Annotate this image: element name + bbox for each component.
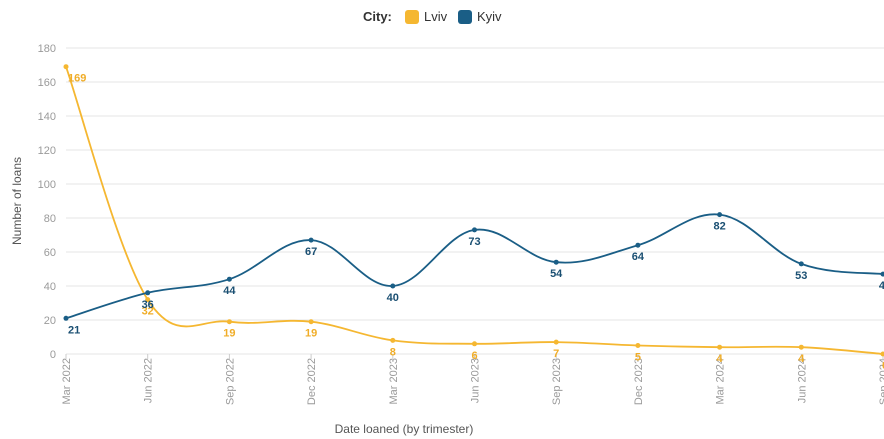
series-lines bbox=[65, 66, 884, 355]
data-labels: 16932191986754402136446740735464825347 bbox=[68, 73, 884, 372]
data-label-lviv: 19 bbox=[223, 328, 235, 340]
data-point-lviv[interactable] bbox=[226, 319, 232, 325]
data-point-lviv[interactable] bbox=[308, 319, 314, 325]
grid bbox=[66, 47, 884, 355]
data-label-kyiv: 82 bbox=[713, 221, 725, 233]
y-tick-label: 0 bbox=[50, 349, 56, 361]
data-label-lviv: 5 bbox=[635, 352, 641, 364]
data-label-lviv: 32 bbox=[142, 306, 154, 318]
data-point-kyiv[interactable] bbox=[226, 276, 232, 282]
data-label-kyiv: 44 bbox=[223, 285, 236, 297]
data-point-kyiv[interactable] bbox=[798, 261, 804, 267]
series-line-lviv[interactable] bbox=[65, 66, 884, 355]
data-point-lviv[interactable] bbox=[635, 343, 641, 348]
legend-label-lviv[interactable]: Lviv bbox=[424, 9, 448, 24]
data-label-kyiv: 21 bbox=[68, 324, 80, 336]
data-point-lviv[interactable] bbox=[798, 344, 804, 350]
data-label-kyiv: 47 bbox=[879, 280, 884, 292]
data-label-lviv: 0 bbox=[882, 360, 884, 372]
y-tick-label: 100 bbox=[38, 179, 56, 191]
data-label-lviv: 19 bbox=[305, 328, 317, 340]
x-tick-label: Jun 2023 bbox=[470, 358, 482, 403]
data-point-kyiv[interactable] bbox=[390, 283, 396, 289]
data-label-lviv: 169 bbox=[68, 73, 86, 85]
data-point-kyiv[interactable] bbox=[145, 290, 151, 296]
x-axis-title: Date loaned (by trimester) bbox=[335, 422, 474, 436]
legend-swatch-lviv[interactable] bbox=[405, 10, 419, 24]
legend-swatch-kyiv[interactable] bbox=[458, 10, 472, 24]
x-tick-label: Sep 2022 bbox=[224, 358, 236, 405]
x-tick-label: Sep 2024 bbox=[878, 358, 884, 405]
x-tick-label: Jun 2022 bbox=[143, 358, 155, 403]
y-tick-label: 140 bbox=[38, 111, 56, 123]
data-point-kyiv[interactable] bbox=[717, 212, 723, 218]
y-tick-label: 120 bbox=[38, 145, 56, 157]
data-point-lviv[interactable] bbox=[390, 337, 396, 343]
y-tick-label: 160 bbox=[38, 77, 56, 89]
data-point-lviv[interactable] bbox=[717, 344, 723, 350]
y-tick-label: 60 bbox=[44, 247, 56, 259]
legend: City: Lviv Kyiv bbox=[363, 9, 502, 24]
data-label-kyiv: 36 bbox=[142, 299, 154, 311]
data-label-kyiv: 40 bbox=[387, 292, 399, 304]
data-point-kyiv[interactable] bbox=[308, 237, 314, 243]
x-tick-label: Mar 2023 bbox=[388, 358, 400, 404]
x-tick-label: Mar 2024 bbox=[715, 358, 727, 404]
data-label-kyiv: 53 bbox=[795, 270, 807, 282]
y-tick-label: 180 bbox=[38, 43, 56, 55]
data-point-kyiv[interactable] bbox=[553, 259, 559, 265]
data-label-lviv: 4 bbox=[717, 353, 724, 365]
data-label-lviv: 4 bbox=[798, 353, 805, 365]
legend-label-kyiv[interactable]: Kyiv bbox=[477, 9, 502, 24]
data-label-kyiv: 64 bbox=[632, 251, 645, 263]
data-label-kyiv: 73 bbox=[468, 236, 480, 248]
x-tick-label: Sep 2023 bbox=[551, 358, 563, 405]
y-axis-title: Number of loans bbox=[10, 157, 24, 245]
data-point-lviv[interactable] bbox=[63, 64, 69, 70]
data-point-kyiv[interactable] bbox=[635, 242, 641, 248]
data-label-lviv: 6 bbox=[471, 350, 477, 362]
x-tick-label: Dec 2023 bbox=[633, 358, 645, 405]
legend-title: City: bbox=[363, 9, 392, 24]
x-tick-label: Mar 2022 bbox=[61, 358, 73, 404]
data-label-lviv: 7 bbox=[553, 348, 559, 360]
x-tick-label: Jun 2024 bbox=[796, 358, 808, 403]
data-point-lviv[interactable] bbox=[145, 297, 151, 303]
series-points bbox=[63, 64, 884, 357]
data-point-kyiv[interactable] bbox=[880, 271, 884, 277]
data-point-kyiv[interactable] bbox=[63, 315, 69, 321]
data-point-lviv[interactable] bbox=[553, 339, 559, 345]
y-tick-label: 40 bbox=[44, 281, 56, 293]
data-point-lviv[interactable] bbox=[880, 351, 884, 357]
data-label-kyiv: 54 bbox=[550, 268, 563, 280]
x-axis: Mar 2022 Jun 2022 Sep 2022 Dec 2022 Mar 2023… bbox=[61, 354, 884, 405]
y-tick-label: 80 bbox=[44, 213, 56, 225]
x-tick-label: Dec 2022 bbox=[306, 358, 318, 405]
data-point-lviv[interactable] bbox=[472, 341, 477, 347]
y-axis: 0 20 40 60 80 100 120 140 160 180 bbox=[38, 43, 56, 361]
y-tick-label: 20 bbox=[44, 315, 56, 327]
data-label-kyiv: 67 bbox=[305, 246, 317, 258]
data-point-kyiv[interactable] bbox=[472, 227, 477, 233]
data-label-lviv: 8 bbox=[390, 346, 396, 358]
